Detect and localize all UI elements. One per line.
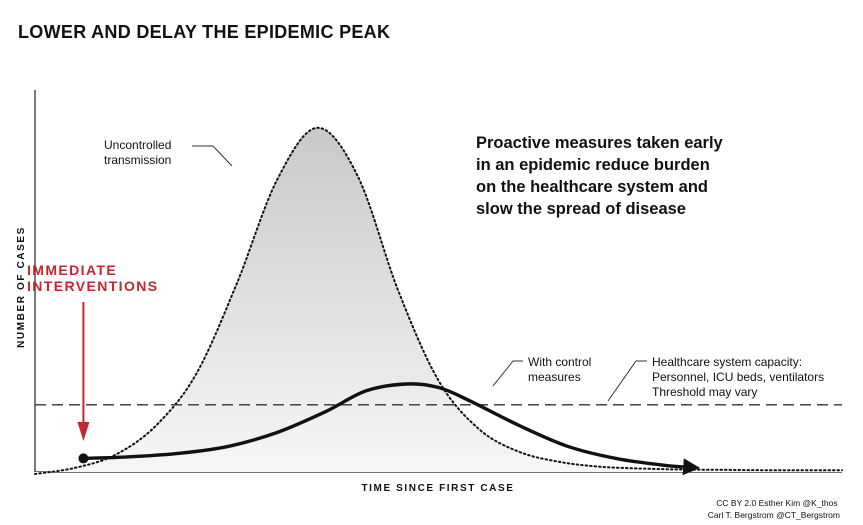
uncontrolled-area [35,127,842,474]
controlled-leader-line [492,360,523,387]
credit-line-2: Carl T. Bergstrom @CT_Bergstrom [708,510,840,520]
svg-text:Uncontrolled transmission: Uncontrolled transmission [104,138,175,167]
message-line-3: on the healthcare system and [476,178,708,196]
svg-text:Healthcare system capacity:: Healthcare system capacity: Personnel, I… [652,355,827,399]
controlled-label-line-1: With control [528,355,591,369]
controlled-series-line [81,382,701,476]
uncontrolled-leader-line [192,145,233,167]
svg-text:IMMEDIATE INTERVENTIONS: IMMEDIATE INTERVENTIONS [27,262,159,294]
threshold-leader-line [607,360,647,402]
message-line-2: in an epidemic reduce burden [476,156,710,174]
threshold-label-line-1: Healthcare system capacity: [652,355,802,369]
intervention-arrow-head [77,422,90,441]
intervention-label-line-1: IMMEDIATE [27,262,117,278]
svg-text:With control measures: With control measures [528,355,595,384]
threshold-label-line-3: Threshold may vary [652,385,757,399]
chart-title: LOWER AND DELAY THE EPIDEMIC PEAK [18,22,390,42]
intervention-label-line-2: INTERVENTIONS [27,278,159,294]
uncontrolled-label-line-1: Uncontrolled [104,138,171,152]
y-axis-label: NUMBER OF CASES [16,226,27,348]
first-case-point [78,453,89,464]
message-line-1: Proactive measures taken early [476,134,724,152]
credit-line-1: CC BY 2.0 Esther Kim @K_thos [716,498,837,508]
svg-text:CC BY 2.0 Esther Kim @K_thos: CC BY 2.0 Esther Kim @K_thos Carl T. Ber… [708,498,840,520]
controlled-label-line-2: measures [528,370,581,384]
message-line-4: slow the spread of disease [476,200,686,218]
x-axis-label: TIME SINCE FIRST CASE [361,483,514,494]
svg-text:Proactive measures taken early: Proactive measures taken early in an epi… [476,134,727,218]
uncontrolled-label-line-2: transmission [104,153,171,167]
threshold-label-line-2: Personnel, ICU beds, ventilators [652,370,824,384]
